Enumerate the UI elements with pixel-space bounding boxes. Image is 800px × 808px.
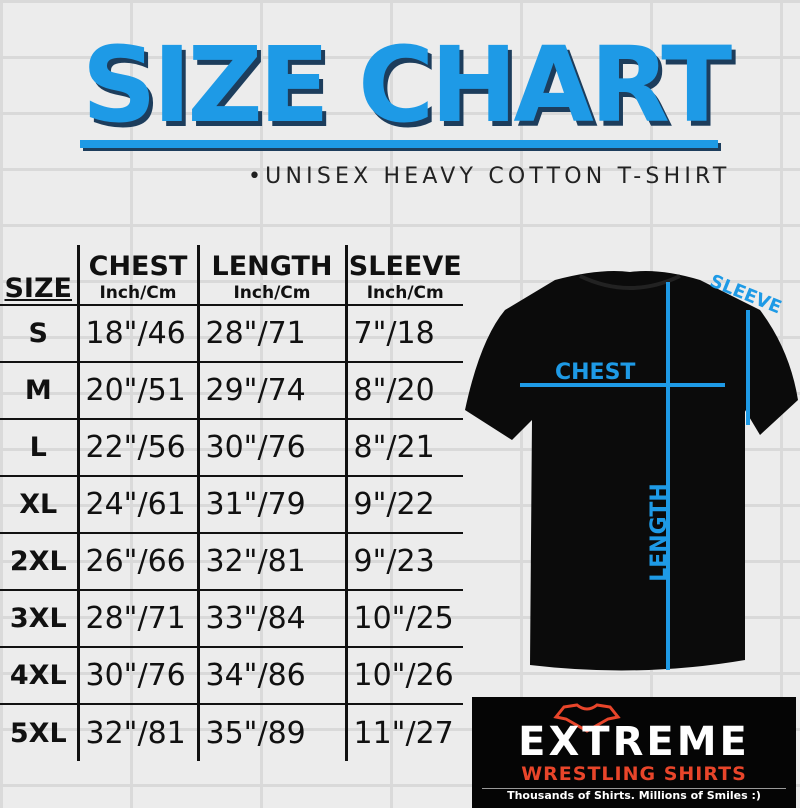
title-underline — [80, 140, 718, 148]
size-table: SIZE CHEST Inch/Cm LENGTH Inch/Cm SLEEVE In… — [0, 245, 463, 761]
sleeve-cell: 11"/27 — [344, 703, 463, 761]
table-row: L 22"/56 30"/76 8"/21 — [0, 418, 463, 476]
header-chest: CHEST Inch/Cm — [76, 245, 198, 305]
table-row: M 20"/51 29"/74 8"/20 — [0, 361, 463, 419]
header-unit: Inch/Cm — [366, 283, 444, 303]
subtitle: •UNISEX HEAVY COTTON T-SHIRT — [248, 164, 731, 189]
length-cell: 31"/79 — [196, 475, 346, 533]
sleeve-cell: 8"/20 — [344, 361, 463, 419]
table-row: 2XL 26"/66 32"/81 9"/23 — [0, 532, 463, 590]
logo-brand: EXTREME — [518, 719, 750, 765]
chest-cell: 28"/71 — [76, 589, 198, 647]
chest-cell: 20"/51 — [76, 361, 198, 419]
header-label: SIZE — [4, 273, 72, 304]
chest-cell: 32"/81 — [76, 703, 198, 761]
header-sleeve: SLEEVE Inch/Cm — [344, 245, 463, 305]
header-label: SLEEVE — [348, 251, 462, 282]
length-cell: 29"/74 — [196, 361, 346, 419]
page-title: SIZE CHART — [81, 24, 732, 146]
size-cell: 5XL — [0, 703, 78, 761]
length-cell: 33"/84 — [196, 589, 346, 647]
size-cell: XL — [0, 475, 78, 533]
chest-label: CHEST — [555, 360, 636, 385]
length-cell: 30"/76 — [196, 418, 346, 476]
shirt-logo-icon — [553, 703, 621, 733]
sleeve-cell: 8"/21 — [344, 418, 463, 476]
length-cell: 32"/81 — [196, 532, 346, 590]
header-label: CHEST — [88, 251, 188, 282]
tshirt-icon — [465, 271, 798, 671]
chest-cell: 24"/61 — [76, 475, 198, 533]
sleeve-cell: 10"/26 — [344, 646, 463, 704]
logo-tagline: Thousands of Shirts. Millions of Smiles … — [482, 788, 786, 802]
table-row: 3XL 28"/71 33"/84 10"/25 — [0, 589, 463, 647]
table-header: SIZE CHEST Inch/Cm LENGTH Inch/Cm SLEEVE In… — [0, 245, 463, 305]
sleeve-cell: 10"/25 — [344, 589, 463, 647]
table-row: XL 24"/61 31"/79 9"/22 — [0, 475, 463, 533]
sleeve-cell: 7"/18 — [344, 304, 463, 362]
length-cell: 28"/71 — [196, 304, 346, 362]
brand-logo: EXTREME WRESTLING SHIRTS Thousands of Sh… — [472, 697, 796, 808]
size-cell: S — [0, 304, 78, 362]
header-unit: Inch/Cm — [99, 283, 177, 303]
chest-cell: 30"/76 — [76, 646, 198, 704]
chest-cell: 22"/56 — [76, 418, 198, 476]
size-cell: 3XL — [0, 589, 78, 647]
chest-cell: 18"/46 — [76, 304, 198, 362]
table-row: S 18"/46 28"/71 7"/18 — [0, 304, 463, 362]
sleeve-cell: 9"/22 — [344, 475, 463, 533]
table-row: 4XL 30"/76 34"/86 10"/26 — [0, 646, 463, 704]
logo-subtitle: WRESTLING SHIRTS — [521, 763, 747, 785]
header-label: LENGTH — [211, 251, 333, 282]
length-cell: 34"/86 — [196, 646, 346, 704]
header-length: LENGTH Inch/Cm — [196, 245, 346, 305]
size-cell: L — [0, 418, 78, 476]
length-label: LENGTH — [646, 483, 672, 582]
size-cell: 4XL — [0, 646, 78, 704]
size-cell: M — [0, 361, 78, 419]
chest-cell: 26"/66 — [76, 532, 198, 590]
table-row: 5XL 32"/81 35"/89 11"/27 — [0, 703, 463, 761]
sleeve-cell: 9"/23 — [344, 532, 463, 590]
header-unit: Inch/Cm — [233, 283, 311, 303]
tshirt-diagram — [465, 271, 798, 671]
length-cell: 35"/89 — [196, 703, 346, 761]
header-size: SIZE — [0, 245, 78, 305]
size-cell: 2XL — [0, 532, 78, 590]
